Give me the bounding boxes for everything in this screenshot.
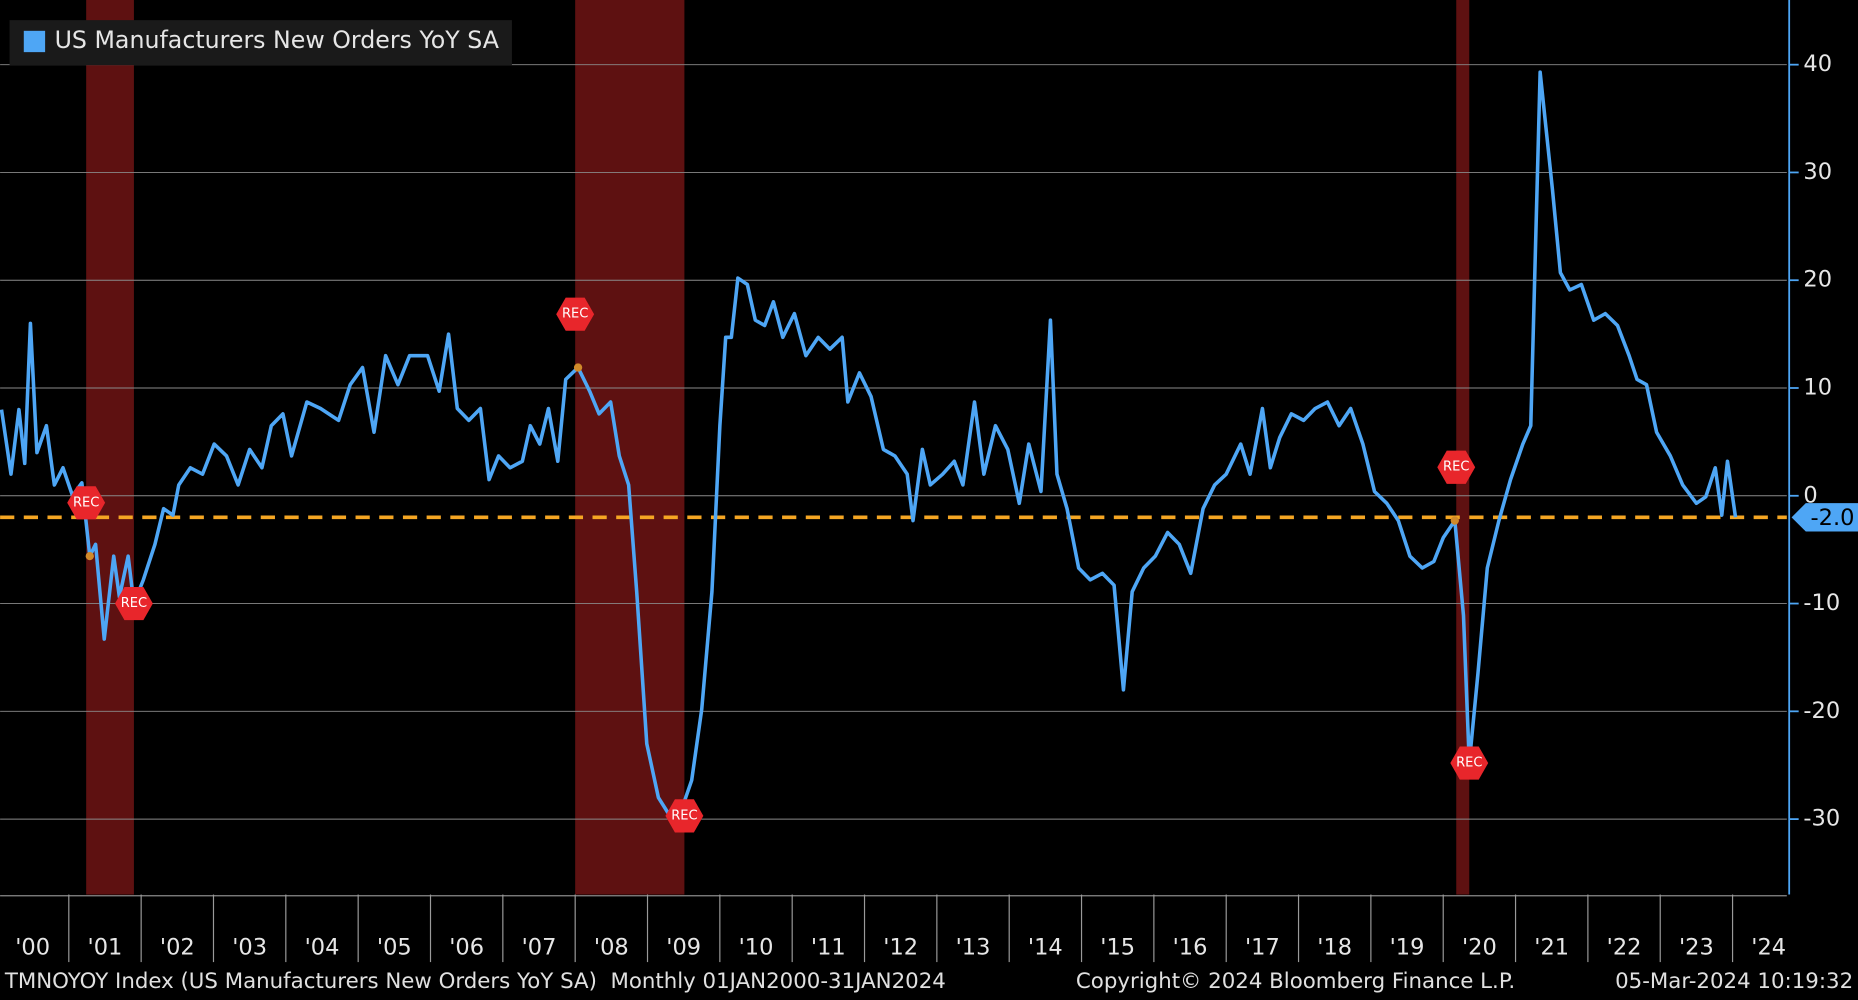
- x-tick-label: '17: [1245, 934, 1280, 960]
- rec-flag: [67, 486, 106, 520]
- x-tick-label: '00: [15, 934, 50, 960]
- x-tick-label: '04: [305, 934, 340, 960]
- y-tick-label: 10: [1803, 374, 1832, 400]
- reference-label: -2.0: [1811, 505, 1855, 531]
- x-tick-label: '24: [1751, 934, 1786, 960]
- legend-swatch: [23, 30, 46, 53]
- rec-flag-label: REC: [1456, 756, 1482, 771]
- rec-flag: [665, 799, 704, 833]
- x-tick-label: '08: [594, 934, 629, 960]
- rec-flag: [556, 297, 595, 331]
- x-tick-label: '07: [522, 934, 557, 960]
- x-tick-label: '23: [1679, 934, 1714, 960]
- x-tick-label: '09: [666, 934, 701, 960]
- y-tick-label: -20: [1803, 698, 1840, 724]
- recession-band: [575, 0, 685, 895]
- x-tick-label: '13: [956, 934, 991, 960]
- rec-flag-label: REC: [671, 808, 697, 823]
- recession-layer: [86, 0, 1470, 895]
- y-tick-label: -30: [1803, 806, 1840, 832]
- footer-copyright: Copyright© 2024 Bloomberg Finance L.P.: [1076, 969, 1515, 994]
- legend-label: US Manufacturers New Orders YoY SA: [55, 26, 499, 54]
- x-tick-label: '14: [1028, 934, 1063, 960]
- y-tick-label: 30: [1803, 159, 1832, 185]
- footer-description: TMNOYOY Index (US Manufacturers New Orde…: [4, 969, 946, 994]
- grid-layer: [0, 64, 1787, 820]
- x-tick-label: '11: [811, 934, 846, 960]
- x-tick-label: '03: [232, 934, 267, 960]
- x-tick-label: '05: [377, 934, 412, 960]
- rec-flag: [114, 586, 153, 621]
- recession-point: [85, 551, 94, 561]
- axis-layer: 40 30 20 10 0 -10 -20 -30 '00 '01 '02 '03 '04 '05 '06 '…: [0, 0, 1858, 963]
- x-tick-label: '01: [88, 934, 123, 960]
- x-tick-label: '15: [1100, 934, 1135, 960]
- line-layer: REC REC REC REC REC REC: [0, 70, 1787, 833]
- x-tick-label: '10: [739, 934, 774, 960]
- legend-box: [9, 20, 512, 66]
- rec-flag-label: REC: [121, 596, 147, 611]
- rec-flag-label: REC: [562, 307, 588, 322]
- x-tick-label: '20: [1462, 934, 1497, 960]
- x-tick-label: '22: [1607, 934, 1642, 960]
- y-tick-label: 20: [1803, 267, 1832, 293]
- rec-flag: [1437, 450, 1476, 484]
- x-tick-label: '02: [160, 934, 195, 960]
- recession-point: [1450, 516, 1459, 525]
- footer-timestamp: 05-Mar-2024 10:19:32: [1615, 969, 1853, 994]
- x-tick-label: '19: [1390, 934, 1425, 960]
- y-tick-label: -10: [1803, 590, 1840, 616]
- recession-band: [86, 0, 134, 895]
- recession-point: [573, 363, 583, 372]
- rec-flag: [1450, 746, 1489, 780]
- rec-flag-label: REC: [73, 495, 99, 510]
- reference-label-box: [1791, 503, 1858, 532]
- y-tick-label: 0: [1803, 482, 1817, 508]
- rec-flag-label: REC: [1443, 460, 1469, 475]
- x-tick-label: '21: [1534, 934, 1569, 960]
- x-tick-label: '12: [883, 934, 918, 960]
- y-tick-label: 40: [1803, 51, 1832, 77]
- x-tick-label: '18: [1317, 934, 1352, 960]
- x-tick-label: '06: [449, 934, 484, 960]
- x-tick-label: '16: [1173, 934, 1208, 960]
